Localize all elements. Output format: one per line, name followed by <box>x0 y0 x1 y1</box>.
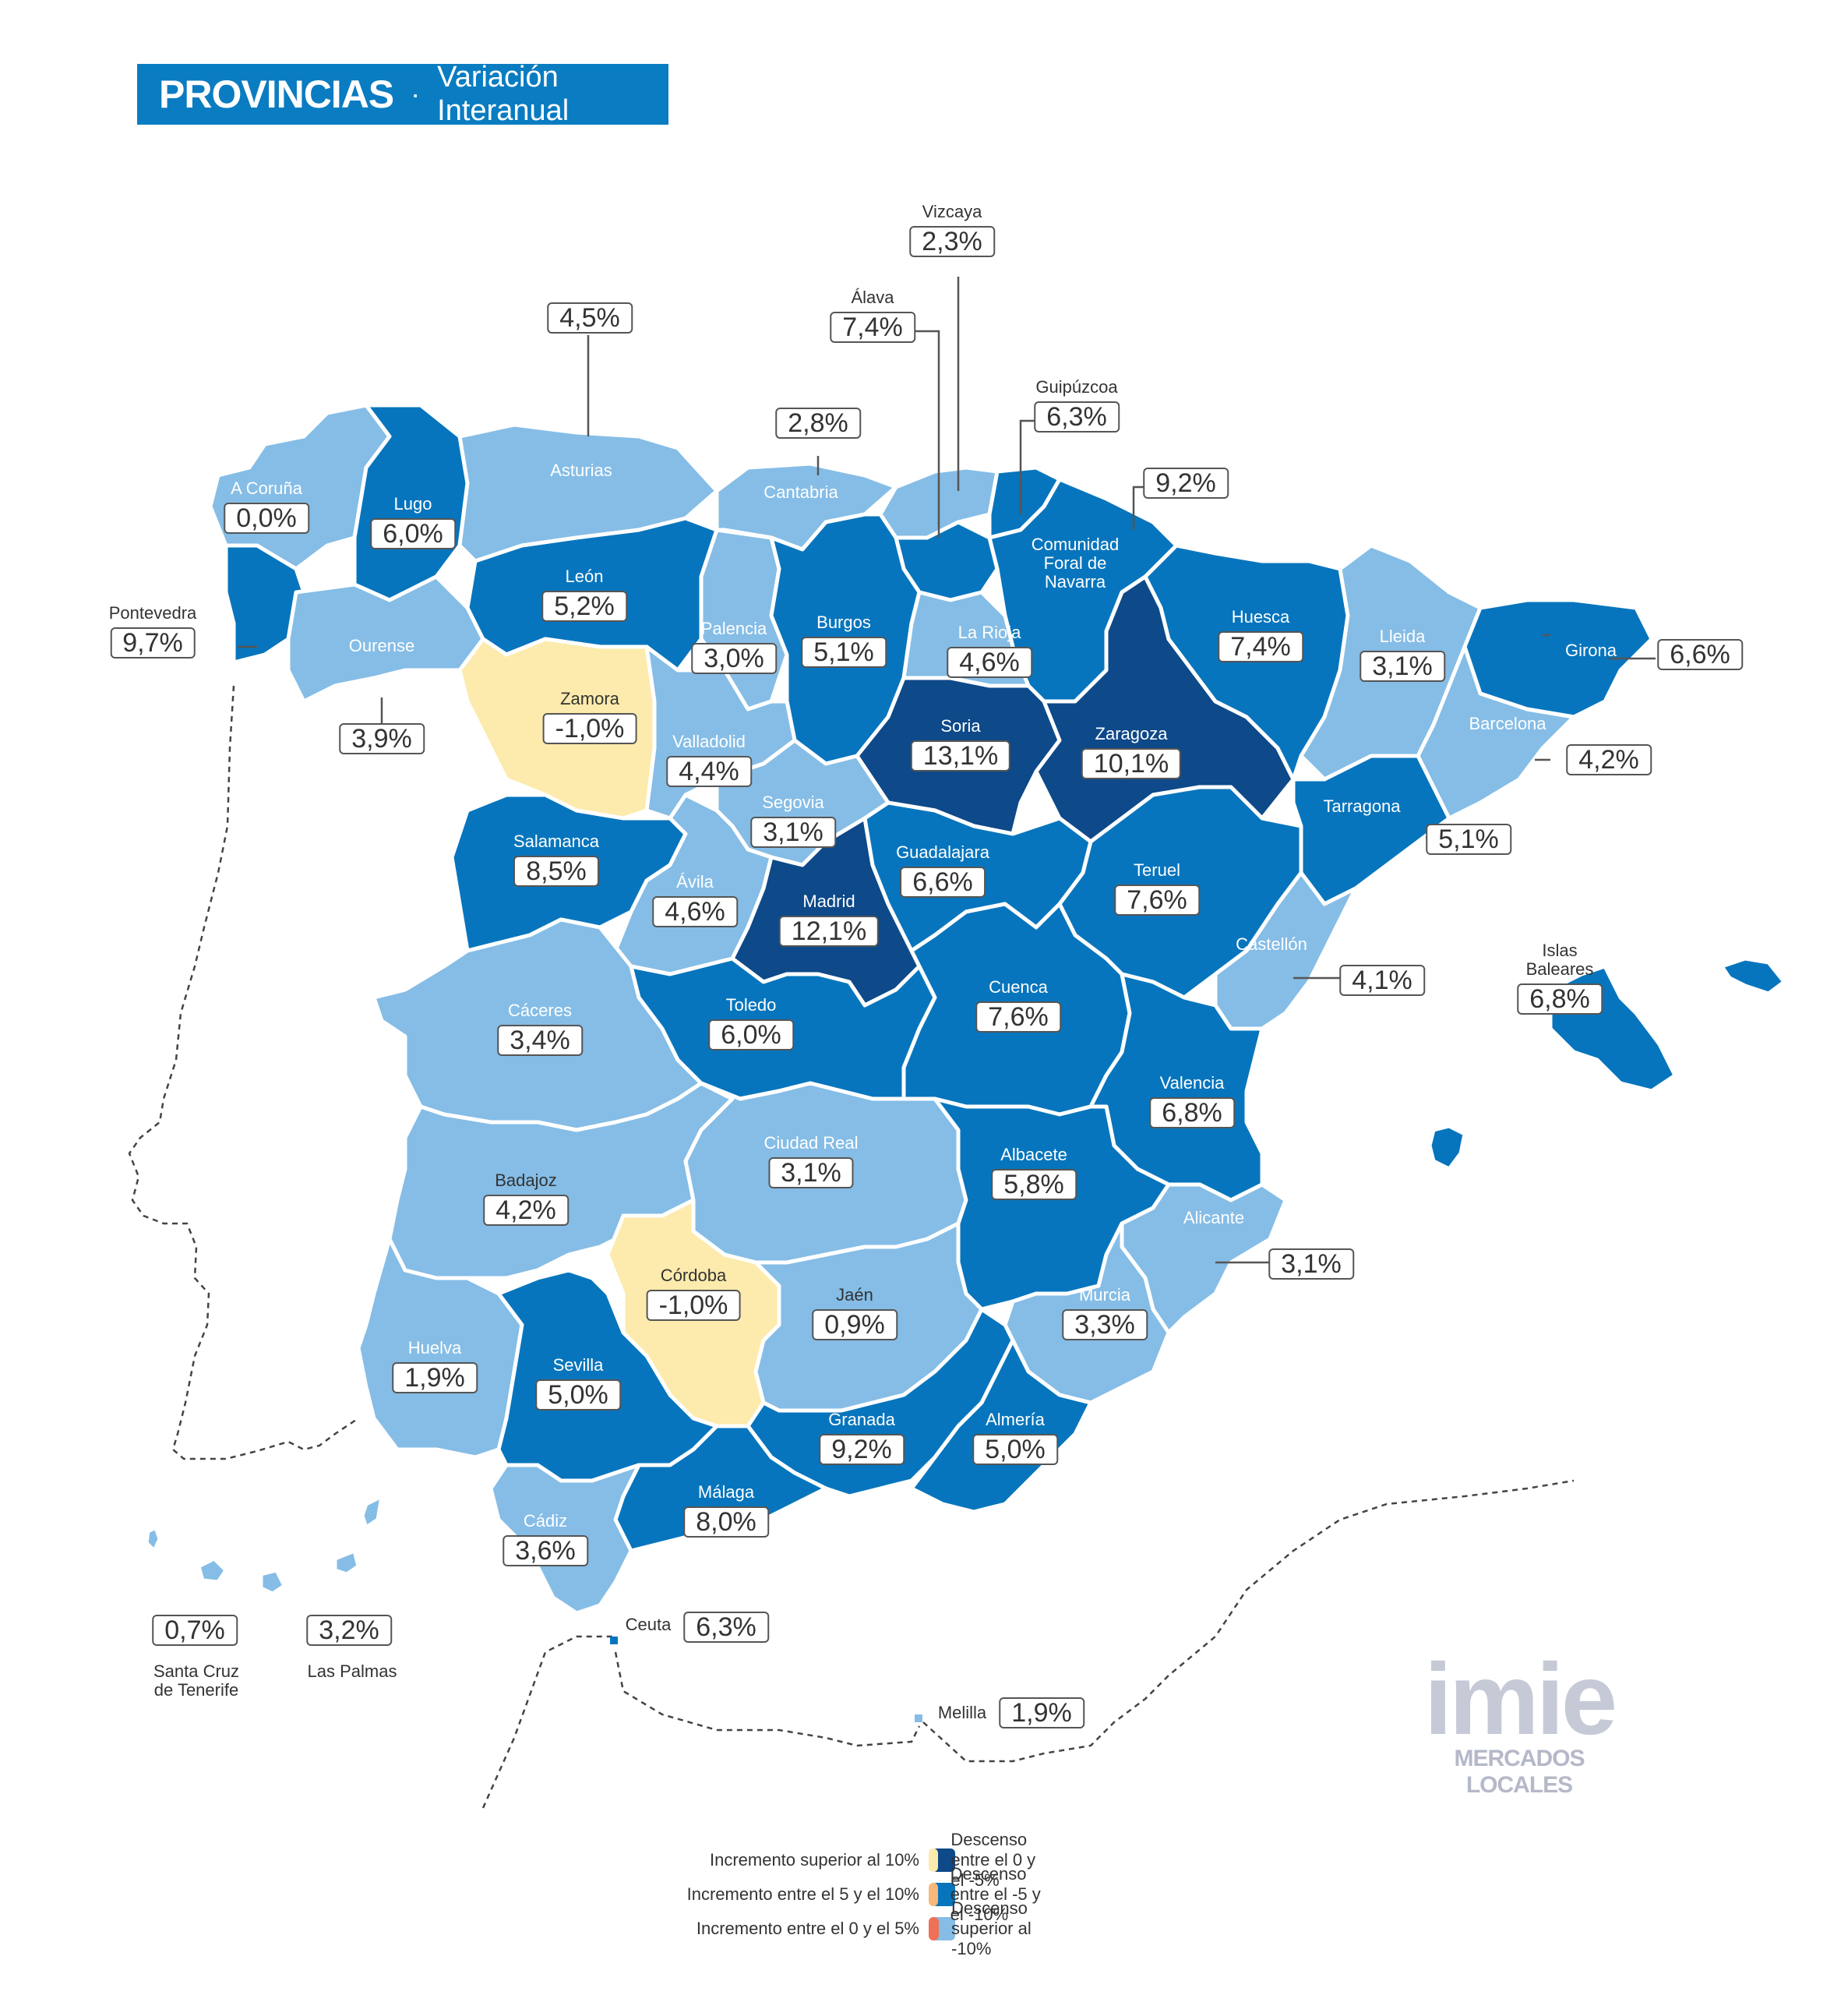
province-navarra-name: Comunidad Foral de Navarra <box>1031 535 1120 591</box>
province-granada: Granada 9,2% <box>819 1411 905 1465</box>
shape-pontevedra <box>224 543 306 665</box>
province-leon: León 5,2% <box>541 567 627 622</box>
title-banner: PROVINCIAS · Variación Interanual <box>137 61 668 127</box>
province-huelva: Huelva 1,9% <box>392 1339 478 1393</box>
province-madrid: Madrid 12,1% <box>778 892 880 947</box>
province-ciudad-real: Ciudad Real 3,1% <box>764 1133 859 1188</box>
province-asturias-name: Asturias <box>550 461 612 480</box>
province-cuenca: Cuenca 7,6% <box>975 978 1061 1033</box>
province-barcelona-value: 4,2% <box>1566 744 1652 775</box>
province-navarra-value: 9,2% <box>1143 468 1229 499</box>
province-alicante-value: 3,1% <box>1268 1248 1354 1280</box>
province-alicante-name: Alicante <box>1183 1208 1245 1227</box>
province-cantabria-value: 2,8% <box>775 408 861 439</box>
province-albacete: Albacete 5,8% <box>991 1146 1077 1200</box>
shape-canarias-4 <box>333 1548 361 1577</box>
shape-ourense <box>286 574 485 704</box>
province-murcia: Murcia 3,3% <box>1062 1286 1148 1340</box>
province-castellon-name: Castellón <box>1236 934 1307 954</box>
legend-item-dark: Incremento superior al 10% <box>709 1847 955 1873</box>
province-ourense-name: Ourense <box>348 636 415 655</box>
shape-melilla <box>915 1714 922 1722</box>
province-guadalajara: Guadalajara 6,6% <box>896 842 989 898</box>
province-la-rioja: La Rioja 4,6% <box>947 623 1032 678</box>
shape-almeria <box>909 1338 1093 1514</box>
legend-item-orange: Descenso entre el -5 y el -10% <box>929 1864 1041 1924</box>
province-teruel: Teruel 7,6% <box>1114 861 1200 916</box>
province-girona-name: Girona <box>1564 641 1617 660</box>
logo: imie MERCADOS LOCALES <box>1410 1642 1628 1799</box>
shape-ibiza <box>1427 1124 1467 1171</box>
province-lugo: Lugo 6,0% <box>370 495 456 549</box>
melilla-value: 1,9% <box>999 1697 1084 1728</box>
shape-barcelona <box>1416 644 1576 821</box>
legend-item-yellow: Descenso entre el 0 y el -5% <box>929 1830 1041 1890</box>
province-cordoba: Córdoba -1,0% <box>646 1266 741 1321</box>
melilla-name: Melilla <box>937 1703 987 1722</box>
province-malaga: Málaga 8,0% <box>683 1483 769 1538</box>
province-barcelona-name: Barcelona <box>1469 714 1546 733</box>
province-castellon-value: 4,1% <box>1339 965 1425 996</box>
province-pontevedra: Pontevedra 9,7% <box>108 603 197 659</box>
province-asturias-value: 4,5% <box>547 302 633 334</box>
province-badajoz: Badajoz 4,2% <box>483 1171 569 1226</box>
ceuta-name: Ceuta <box>625 1615 672 1634</box>
province-zamora: Zamora -1,0% <box>542 690 637 744</box>
province-cadiz: Cádiz 3,6% <box>503 1512 588 1566</box>
province-salamanca: Salamanca 8,5% <box>513 832 600 887</box>
shape-castellon <box>1213 870 1358 1031</box>
province-almeria: Almería 5,0% <box>972 1411 1058 1465</box>
province-ourense-value: 3,9% <box>339 723 425 754</box>
province-valladolid: Valladolid 4,4% <box>666 733 752 787</box>
province-jaen: Jaén 0,9% <box>812 1286 898 1340</box>
province-cantabria-name: Cantabria <box>764 482 838 502</box>
province-avila: Ávila 4,6% <box>652 873 738 927</box>
province-burgos: Burgos 5,1% <box>801 613 887 668</box>
shape-ceuta <box>610 1637 618 1644</box>
shape-canarias-3 <box>259 1568 287 1596</box>
province-vizcaya: Vizcaya 2,3% <box>909 203 995 257</box>
shape-menorca <box>1719 956 1786 996</box>
province-girona-value: 6,6% <box>1657 639 1743 670</box>
province-soria: Soria 13,1% <box>910 717 1011 772</box>
shape-huelva <box>356 1237 524 1460</box>
province-toledo: Toledo 6,0% <box>708 996 794 1050</box>
legend-item-mid: Incremento entre el 5 y el 10% <box>678 1881 955 1908</box>
coastline-dashed <box>128 685 1575 1809</box>
province-alava: Álava 7,4% <box>830 288 915 343</box>
province-segovia: Segovia 3,1% <box>750 793 836 848</box>
province-zaragoza: Zaragoza 10,1% <box>1081 725 1182 779</box>
legend-swatch-orange <box>929 1883 938 1906</box>
title-separator: · <box>411 78 421 110</box>
province-lleida: Lleida 3,1% <box>1360 627 1445 682</box>
province-palencia: Palencia 3,0% <box>691 620 777 674</box>
shape-canarias-2 <box>196 1556 228 1584</box>
province-islas-baleares: Islas Baleares 6,8% <box>1517 941 1603 1015</box>
ceuta-value: 6,3% <box>683 1612 769 1643</box>
shape-canarias-1 <box>144 1525 162 1553</box>
tenerife-name: Santa Cruz de Tenerife <box>153 1661 240 1700</box>
province-sevilla: Sevilla 5,0% <box>535 1356 621 1411</box>
province-valencia: Valencia 6,8% <box>1149 1074 1235 1128</box>
province-caceres: Cáceres 3,4% <box>497 1001 583 1056</box>
tenerife-value: 0,7% <box>152 1615 238 1646</box>
province-tarragona-value: 5,1% <box>1426 824 1511 855</box>
las-palmas-name: Las Palmas <box>307 1661 397 1681</box>
legend-item-red: Descenso superior al -10% <box>929 1898 1041 1958</box>
legend-swatch-yellow <box>929 1848 939 1872</box>
subtitle: Variación Interanual <box>437 61 570 127</box>
province-guipuzcoa: Guipúzcoa 6,3% <box>1034 378 1120 433</box>
logo-tagline: MERCADOS LOCALES <box>1454 1746 1585 1798</box>
logo-brand: imie <box>1423 1642 1617 1756</box>
province-tarragona-name: Tarragona <box>1323 796 1401 816</box>
legend-swatch-red <box>929 1917 940 1940</box>
title: PROVINCIAS <box>159 72 394 116</box>
province-shapes <box>144 403 1786 1722</box>
legend-item-light: Incremento entre el 0 y el 5% <box>686 1916 955 1942</box>
shape-canarias-5 <box>360 1494 384 1530</box>
las-palmas-value: 3,2% <box>306 1615 392 1646</box>
province-huesca: Huesca 7,4% <box>1218 608 1303 662</box>
shape-huesca <box>1143 543 1350 782</box>
province-a-coruna: A Coruña 0,0% <box>224 479 309 534</box>
